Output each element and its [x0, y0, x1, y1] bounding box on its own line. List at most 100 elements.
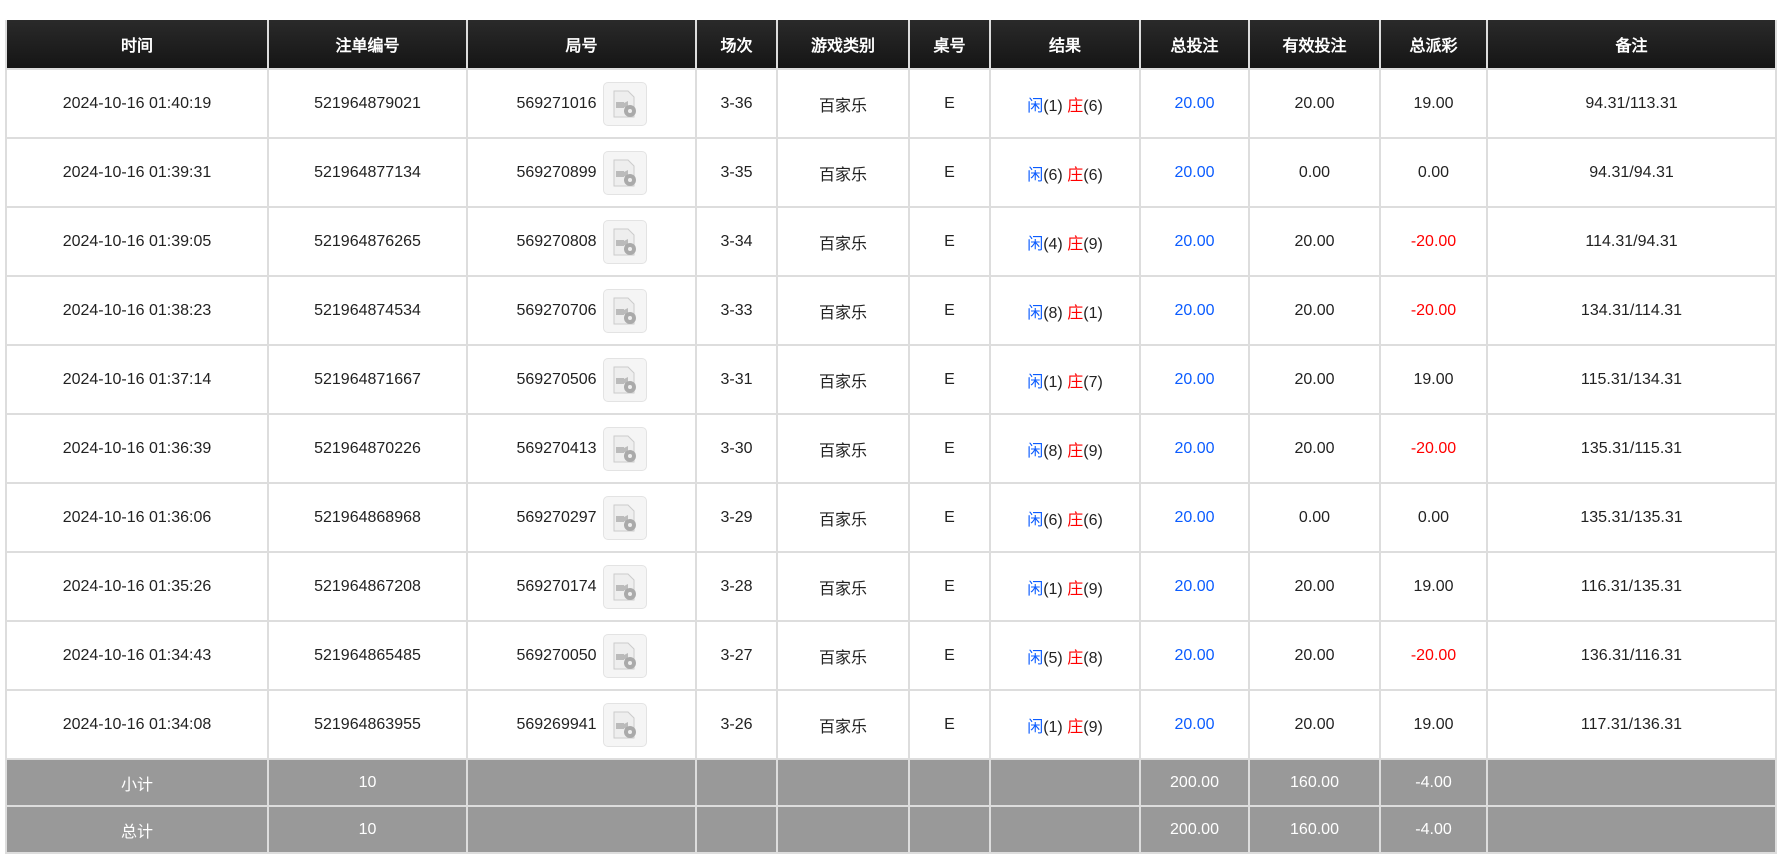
- video-file-icon[interactable]: [602, 426, 647, 471]
- subtotal-label: 小计: [5, 758, 269, 807]
- round-number: 569271016: [516, 94, 597, 112]
- bet-id-cell: 521964868968: [267, 482, 468, 553]
- game-type-cell: 百家乐: [776, 413, 910, 484]
- header-valid-bet[interactable]: 有效投注: [1248, 20, 1381, 70]
- banker-label: 庄: [1067, 718, 1084, 736]
- banker-points: (9): [1083, 442, 1103, 460]
- result-cell: 闲(6) 庄(6): [989, 482, 1141, 553]
- banker-points: (1): [1083, 304, 1103, 322]
- header-result[interactable]: 结果: [989, 20, 1141, 70]
- video-file-icon[interactable]: [602, 702, 647, 747]
- table-row: 2024-10-16 01:34:08 521964863955 5692699…: [5, 689, 1777, 760]
- total-total-bet: 200.00: [1139, 805, 1250, 854]
- table-row: 2024-10-16 01:36:06 521964868968 5692702…: [5, 482, 1777, 553]
- video-file-icon[interactable]: [602, 288, 647, 333]
- time-cell: 2024-10-16 01:36:06: [5, 482, 269, 553]
- total-bet-cell[interactable]: 20.00: [1139, 137, 1250, 208]
- banker-label: 庄: [1067, 649, 1084, 667]
- total-label: 总计: [5, 805, 269, 854]
- header-payout[interactable]: 总派彩: [1379, 20, 1488, 70]
- table-no-cell: E: [908, 275, 991, 346]
- round-cell: 569270050: [466, 620, 697, 691]
- subtotal-row: 小计 10 200.00 160.00 -4.00: [5, 758, 1777, 807]
- banker-label: 庄: [1067, 511, 1084, 529]
- video-file-icon[interactable]: [602, 564, 647, 609]
- bet-id-cell: 521964874534: [267, 275, 468, 346]
- total-bet-cell[interactable]: 20.00: [1139, 482, 1250, 553]
- result-cell: 闲(8) 庄(1): [989, 275, 1141, 346]
- bet-id-cell: 521964865485: [267, 620, 468, 691]
- header-game-type[interactable]: 游戏类别: [776, 20, 910, 70]
- banker-points: (6): [1083, 166, 1103, 184]
- session-cell: 3-34: [695, 206, 778, 277]
- player-points: (1): [1043, 718, 1063, 736]
- total-bet-cell[interactable]: 20.00: [1139, 620, 1250, 691]
- game-type-cell: 百家乐: [776, 620, 910, 691]
- time-cell: 2024-10-16 01:34:43: [5, 620, 269, 691]
- bet-id-cell: 521964879021: [267, 68, 468, 139]
- total-bet-cell[interactable]: 20.00: [1139, 206, 1250, 277]
- table-no-cell: E: [908, 482, 991, 553]
- total-bet-cell[interactable]: 20.00: [1139, 275, 1250, 346]
- video-file-icon[interactable]: [602, 495, 647, 540]
- banker-label: 庄: [1067, 235, 1084, 253]
- total-valid-bet: 160.00: [1248, 805, 1381, 854]
- player-label: 闲: [1027, 718, 1044, 736]
- round-number: 569269941: [516, 715, 597, 733]
- payout-cell: -20.00: [1379, 206, 1488, 277]
- video-file-icon[interactable]: [602, 633, 647, 678]
- video-file-icon[interactable]: [602, 219, 647, 264]
- note-cell: 135.31/135.31: [1486, 482, 1777, 553]
- player-points: (4): [1043, 235, 1063, 253]
- total-bet-cell[interactable]: 20.00: [1139, 68, 1250, 139]
- valid-bet-cell: 20.00: [1248, 551, 1381, 622]
- header-session[interactable]: 场次: [695, 20, 778, 70]
- time-cell: 2024-10-16 01:39:05: [5, 206, 269, 277]
- player-points: (1): [1043, 580, 1063, 598]
- valid-bet-cell: 20.00: [1248, 689, 1381, 760]
- player-label: 闲: [1027, 649, 1044, 667]
- banker-points: (6): [1083, 511, 1103, 529]
- total-bet-cell[interactable]: 20.00: [1139, 413, 1250, 484]
- table-header: 时间 注单编号 局号 场次 游戏类别 桌号 结果 总投注 有效投注 总派彩 备注: [5, 20, 1777, 70]
- note-cell: 117.31/136.31: [1486, 689, 1777, 760]
- header-round[interactable]: 局号: [466, 20, 697, 70]
- valid-bet-cell: 0.00: [1248, 137, 1381, 208]
- table-row: 2024-10-16 01:35:26 521964867208 5692701…: [5, 551, 1777, 622]
- header-total-bet[interactable]: 总投注: [1139, 20, 1250, 70]
- session-cell: 3-35: [695, 137, 778, 208]
- total-bet-cell[interactable]: 20.00: [1139, 344, 1250, 415]
- total-row: 总计 10 200.00 160.00 -4.00: [5, 805, 1777, 854]
- banker-label: 庄: [1067, 580, 1084, 598]
- header-time[interactable]: 时间: [5, 20, 269, 70]
- header-table-no[interactable]: 桌号: [908, 20, 991, 70]
- header-note[interactable]: 备注: [1486, 20, 1777, 70]
- video-file-icon[interactable]: [602, 150, 647, 195]
- table-no-cell: E: [908, 344, 991, 415]
- game-type-cell: 百家乐: [776, 689, 910, 760]
- video-file-icon[interactable]: [602, 81, 647, 126]
- note-cell: 134.31/114.31: [1486, 275, 1777, 346]
- round-cell: 569270506: [466, 344, 697, 415]
- total-bet-cell[interactable]: 20.00: [1139, 689, 1250, 760]
- session-cell: 3-31: [695, 344, 778, 415]
- note-cell: 94.31/94.31: [1486, 137, 1777, 208]
- player-points: (6): [1043, 166, 1063, 184]
- table-row: 2024-10-16 01:39:05 521964876265 5692708…: [5, 206, 1777, 277]
- round-cell: 569269941: [466, 689, 697, 760]
- session-cell: 3-27: [695, 620, 778, 691]
- table-no-cell: E: [908, 68, 991, 139]
- subtotal-count: 10: [267, 758, 468, 807]
- video-file-icon[interactable]: [602, 357, 647, 402]
- table-no-cell: E: [908, 689, 991, 760]
- total-bet-cell[interactable]: 20.00: [1139, 551, 1250, 622]
- header-bet-id[interactable]: 注单编号: [267, 20, 468, 70]
- subtotal-payout: -4.00: [1379, 758, 1488, 807]
- table-row: 2024-10-16 01:37:14 521964871667 5692705…: [5, 344, 1777, 415]
- table-row: 2024-10-16 01:38:23 521964874534 5692707…: [5, 275, 1777, 346]
- bet-id-cell: 521964877134: [267, 137, 468, 208]
- game-type-cell: 百家乐: [776, 344, 910, 415]
- banker-points: (6): [1083, 97, 1103, 115]
- player-points: (1): [1043, 373, 1063, 391]
- payout-cell: 19.00: [1379, 689, 1488, 760]
